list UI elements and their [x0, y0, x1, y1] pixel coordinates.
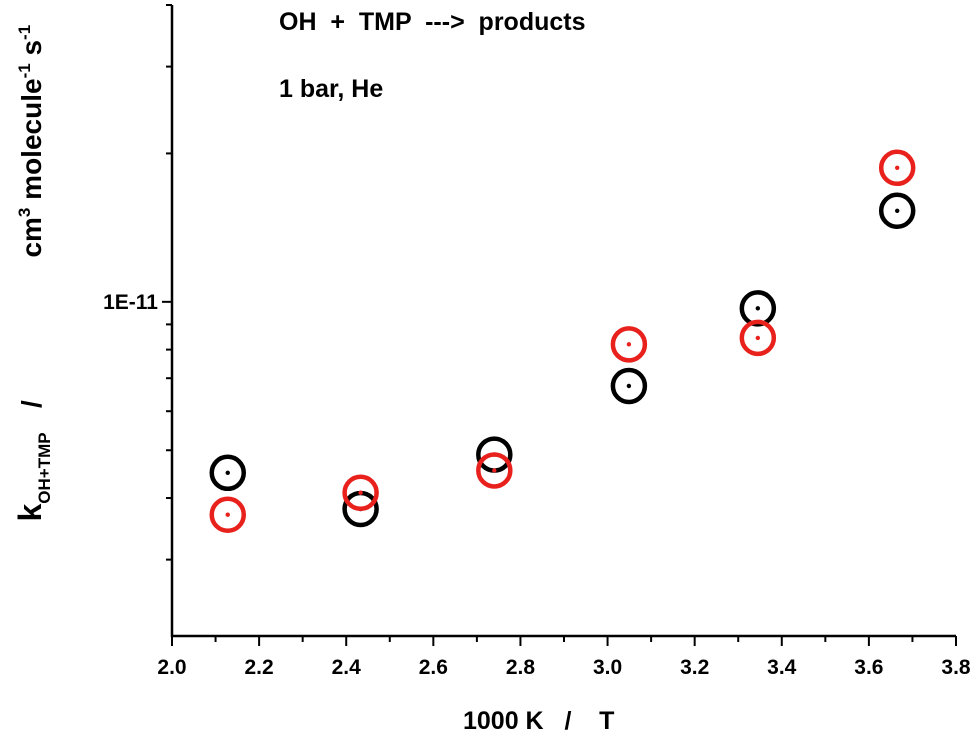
marker-ring	[739, 290, 777, 327]
y-tick-label: 1E-11	[103, 291, 158, 314]
y-axis-label: kOH+TMP / cm3 molecule-1 s-1	[5, 0, 56, 576]
marker-ring	[209, 496, 247, 533]
y-label-units-molecule-sup: -1	[15, 63, 34, 78]
data-point-series-1	[610, 367, 648, 405]
ticks: 2.0 2.2 2.4 2.6 2.8 3.0 3.2 3.4 3.6 3.8 1E-11	[103, 4, 971, 679]
x-tick-label: 2.0	[157, 656, 186, 679]
data-points	[209, 149, 916, 533]
marker-ring	[878, 192, 916, 230]
annotation-reaction: OH + TMP ---> products	[279, 8, 586, 36]
data-point-series-2	[476, 452, 513, 489]
data-point-series-2	[878, 149, 916, 187]
data-point-series-2	[739, 319, 777, 357]
data-point-series-1	[878, 192, 916, 230]
marker-center-dot	[225, 512, 230, 517]
marker-ring	[610, 367, 648, 405]
x-tick-label: 2.4	[332, 656, 362, 679]
data-point-series-1	[739, 290, 777, 327]
marker-center-dot	[626, 383, 632, 389]
y-label-units-s: s	[16, 40, 47, 63]
marker-ring	[342, 474, 379, 511]
marker-ring	[610, 326, 648, 363]
marker-ring	[476, 452, 513, 489]
x-tick-label: 3.6	[854, 656, 883, 679]
x-tick-label: 3.2	[680, 656, 709, 679]
x-tick-label: 3.0	[593, 656, 622, 679]
data-point-series-1	[209, 454, 247, 492]
marker-center-dot	[755, 335, 761, 341]
marker-center-dot	[358, 490, 363, 495]
x-tick-label: 2.8	[506, 656, 536, 679]
marker-center-dot	[755, 306, 761, 311]
svg-text:kOH+TMP: kOH+TMP	[12, 394, 56, 576]
y-label-k: k	[12, 504, 48, 522]
y-label-units-cm: cm	[16, 217, 47, 257]
y-label-units-molecule: molecule	[16, 78, 47, 207]
marker-center-dot	[895, 208, 900, 213]
y-label-units-s-sup: -1	[15, 25, 34, 40]
svg-text:cm3 molecule-1 s-1: cm3 molecule-1 s-1	[5, 0, 47, 312]
x-axis-label: 1000 K / T	[463, 707, 614, 735]
marker-center-dot	[626, 342, 632, 347]
marker-center-dot	[895, 165, 900, 171]
data-point-series-2	[610, 326, 648, 363]
y-label-k-subscript: OH+TMP	[35, 432, 54, 503]
x-tick-label: 3.4	[767, 656, 797, 679]
x-tick-label: 2.2	[245, 656, 274, 679]
marker-center-dot	[225, 470, 230, 476]
y-label-slash: /	[16, 400, 47, 408]
data-point-series-2	[342, 474, 379, 511]
y-label-units-cm-sup: 3	[15, 208, 34, 217]
marker-ring	[878, 149, 916, 187]
annotation-conditions: 1 bar, He	[279, 75, 383, 103]
x-tick-label: 2.6	[419, 656, 448, 679]
x-tick-label: 3.8	[941, 656, 971, 679]
marker-ring	[739, 319, 777, 357]
marker-center-dot	[492, 468, 497, 473]
marker-ring	[209, 454, 247, 492]
data-point-series-2	[209, 496, 247, 533]
